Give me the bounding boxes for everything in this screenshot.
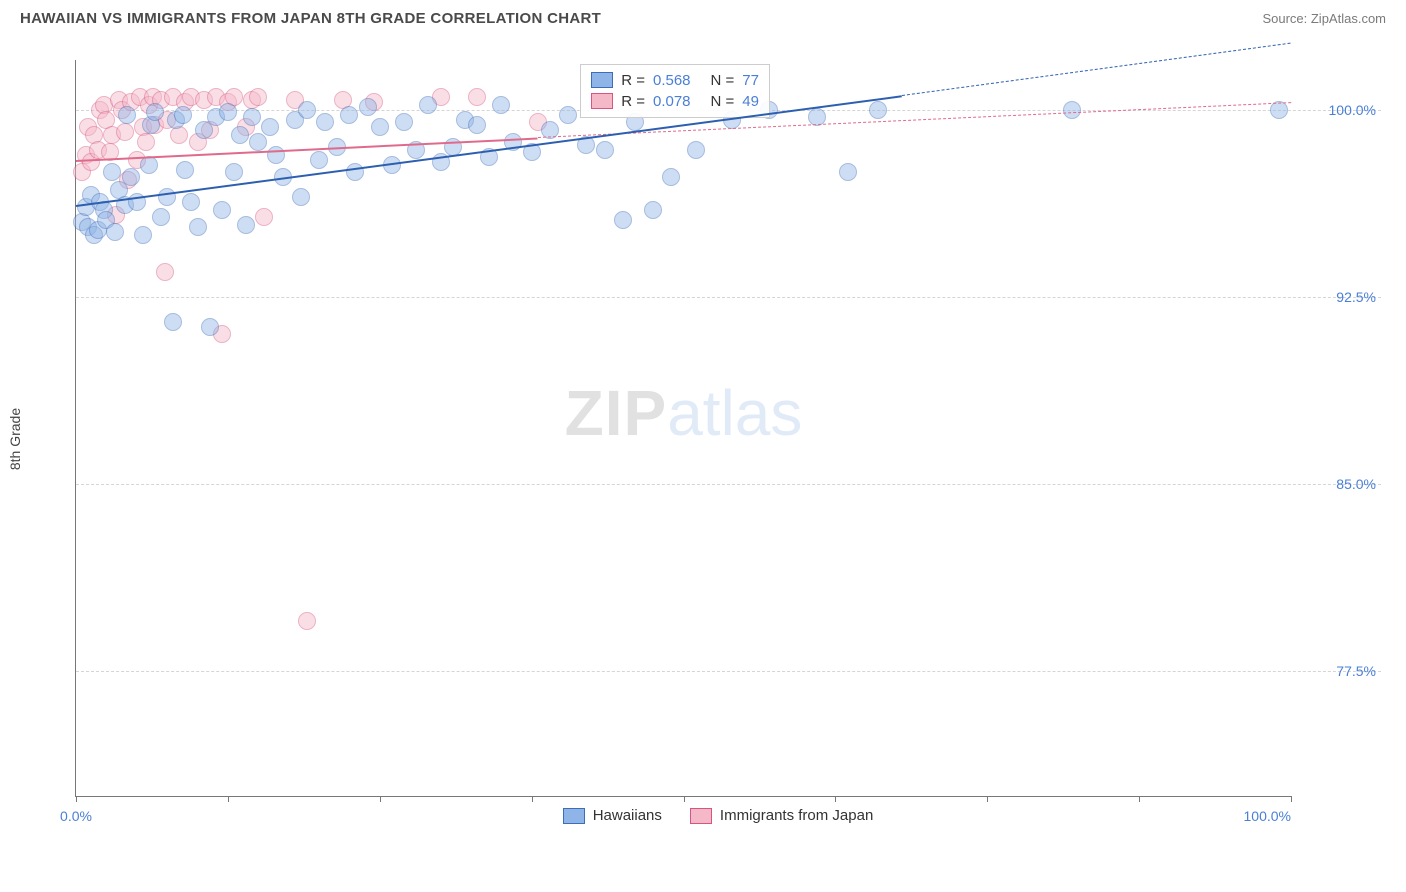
x-tick-mark [228, 796, 229, 802]
data-point-hawaiians [225, 163, 243, 181]
data-point-japan [137, 133, 155, 151]
data-point-hawaiians [340, 106, 358, 124]
data-point-hawaiians [869, 101, 887, 119]
y-tick-label: 92.5% [1336, 289, 1376, 305]
data-point-hawaiians [267, 146, 285, 164]
data-point-hawaiians [152, 208, 170, 226]
stats-row-hawaiians: R = 0.568 N = 77 [591, 70, 759, 91]
stats-swatch-hawaiians [591, 72, 613, 88]
data-point-hawaiians [687, 141, 705, 159]
data-point-hawaiians [644, 201, 662, 219]
data-point-hawaiians [176, 161, 194, 179]
stats-N-label: N = [711, 72, 735, 89]
stats-R-label: R = [621, 72, 645, 89]
data-point-japan [249, 88, 267, 106]
data-point-hawaiians [219, 103, 237, 121]
data-point-hawaiians [292, 188, 310, 206]
watermark-atlas: atlas [667, 377, 802, 449]
data-point-hawaiians [316, 113, 334, 131]
data-point-hawaiians [243, 108, 261, 126]
legend-label-japan: Immigrants from Japan [720, 807, 873, 824]
x-tick-mark [532, 796, 533, 802]
y-tick-label: 77.5% [1336, 663, 1376, 679]
data-point-hawaiians [1063, 101, 1081, 119]
data-point-japan [298, 612, 316, 630]
watermark-zip: ZIP [565, 377, 668, 449]
source-attribution: Source: ZipAtlas.com [1262, 11, 1386, 26]
data-point-hawaiians [106, 223, 124, 241]
data-point-hawaiians [559, 106, 577, 124]
x-tick-mark [987, 796, 988, 802]
data-point-hawaiians [298, 101, 316, 119]
trendline-hawaiians-dashed [902, 43, 1291, 96]
x-tick-mark [380, 796, 381, 802]
plot-area: ZIPatlas 77.5%85.0%92.5%100.0%0.0%100.0%… [75, 60, 1291, 797]
chart-title: HAWAIIAN VS IMMIGRANTS FROM JAPAN 8TH GR… [20, 10, 601, 27]
data-point-japan [116, 123, 134, 141]
data-point-hawaiians [614, 211, 632, 229]
x-tick-mark [1291, 796, 1292, 802]
y-tick-label: 100.0% [1329, 102, 1376, 118]
x-tick-mark [76, 796, 77, 802]
stats-N-label: N = [711, 93, 735, 110]
data-point-hawaiians [118, 106, 136, 124]
data-point-hawaiians [468, 116, 486, 134]
stats-row-japan: R = 0.078 N = 49 [591, 91, 759, 112]
data-point-hawaiians [237, 216, 255, 234]
stats-R-value-hawaiians: 0.568 [653, 72, 691, 89]
data-point-hawaiians [164, 313, 182, 331]
data-point-hawaiians [146, 103, 164, 121]
data-point-hawaiians [596, 141, 614, 159]
data-point-hawaiians [261, 118, 279, 136]
legend-label-hawaiians: Hawaiians [593, 807, 662, 824]
legend: Hawaiians Immigrants from Japan [55, 807, 1381, 824]
grid-line [76, 671, 1381, 672]
data-point-hawaiians [231, 126, 249, 144]
y-tick-label: 85.0% [1336, 476, 1376, 492]
legend-swatch-hawaiians [563, 808, 585, 824]
data-point-hawaiians [839, 163, 857, 181]
data-point-hawaiians [310, 151, 328, 169]
data-point-hawaiians [174, 106, 192, 124]
x-tick-mark [835, 796, 836, 802]
data-point-japan [156, 263, 174, 281]
grid-line [76, 484, 1381, 485]
data-point-hawaiians [371, 118, 389, 136]
data-point-hawaiians [158, 188, 176, 206]
data-point-hawaiians [189, 218, 207, 236]
data-point-hawaiians [492, 96, 510, 114]
data-point-hawaiians [419, 96, 437, 114]
data-point-hawaiians [662, 168, 680, 186]
data-point-hawaiians [249, 133, 267, 151]
chart-container: 8th Grade ZIPatlas 77.5%85.0%92.5%100.0%… [55, 45, 1381, 832]
data-point-hawaiians [359, 98, 377, 116]
legend-swatch-japan [690, 808, 712, 824]
data-point-japan [468, 88, 486, 106]
data-point-hawaiians [182, 193, 200, 211]
data-point-hawaiians [213, 201, 231, 219]
chart-header: HAWAIIAN VS IMMIGRANTS FROM JAPAN 8TH GR… [0, 0, 1406, 35]
x-tick-mark [684, 796, 685, 802]
x-tick-mark [1139, 796, 1140, 802]
stats-R-label: R = [621, 93, 645, 110]
legend-hawaiians: Hawaiians [563, 807, 662, 824]
data-point-hawaiians [201, 318, 219, 336]
data-point-hawaiians [134, 226, 152, 244]
stats-N-value-japan: 49 [742, 93, 759, 110]
stats-swatch-japan [591, 93, 613, 109]
watermark: ZIPatlas [565, 376, 803, 450]
data-point-hawaiians [395, 113, 413, 131]
stats-N-value-hawaiians: 77 [742, 72, 759, 89]
legend-japan: Immigrants from Japan [690, 807, 873, 824]
stats-box: R = 0.568 N = 77 R = 0.078 N = 49 [580, 64, 770, 118]
grid-line [76, 297, 1381, 298]
data-point-japan [255, 208, 273, 226]
y-axis-label: 8th Grade [7, 407, 23, 469]
data-point-hawaiians [103, 163, 121, 181]
data-point-hawaiians [122, 168, 140, 186]
stats-R-value-japan: 0.078 [653, 93, 691, 110]
